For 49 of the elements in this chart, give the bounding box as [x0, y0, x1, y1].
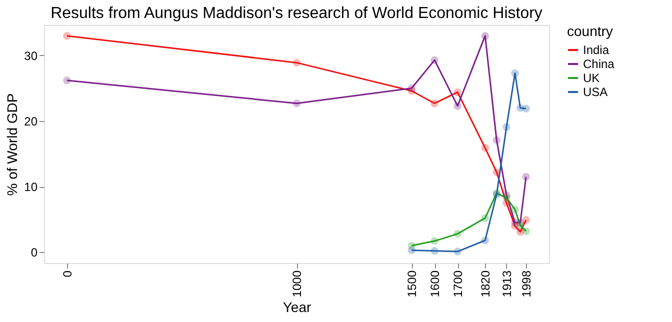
point [430, 99, 438, 108]
x-tick-label: 1913 [500, 270, 514, 298]
point [63, 32, 71, 40]
point [481, 236, 489, 244]
point [454, 102, 462, 110]
point [408, 246, 416, 254]
point [492, 168, 500, 176]
y-axis-title: % of World GDP [4, 93, 20, 196]
point [481, 32, 489, 40]
point [492, 136, 500, 144]
x-tick-label: 1500 [405, 270, 420, 298]
point [292, 58, 301, 67]
y-tick-label: 0 [30, 246, 38, 260]
point [522, 227, 530, 236]
point [430, 237, 438, 245]
legend-label: China [583, 57, 615, 71]
point [430, 247, 438, 255]
point [292, 99, 301, 108]
chart-title: Results from Aungus Maddison's research of World Economic History [50, 5, 542, 22]
point [481, 144, 489, 152]
point [516, 221, 524, 230]
point [454, 248, 462, 256]
legend-label: India [583, 43, 610, 57]
legend-title: country [567, 23, 613, 39]
x-tick-label: 1998 [520, 270, 534, 298]
point [481, 214, 489, 222]
point [522, 104, 530, 112]
point [454, 88, 462, 96]
point [63, 76, 71, 84]
point [408, 84, 416, 92]
point [454, 230, 462, 238]
legend-label: UK [583, 71, 600, 85]
x-tick-label: 0 [60, 270, 74, 278]
y-tick-label: 10 [24, 180, 38, 194]
y-tick-label: 30 [24, 48, 38, 63]
y-tick-label: 20 [24, 114, 38, 129]
point [522, 216, 530, 224]
point [502, 194, 510, 202]
point [502, 123, 510, 131]
point [430, 56, 438, 64]
point [511, 206, 519, 214]
x-tick-label: 1600 [428, 270, 442, 298]
x-tick-label: 1700 [451, 270, 466, 298]
x-tick-label: 1000 [290, 270, 304, 298]
point [511, 69, 519, 78]
point [522, 172, 530, 181]
legend-label: USA [583, 85, 608, 99]
x-axis-title: Year [282, 299, 312, 316]
x-tick-label: 1820 [478, 270, 493, 298]
